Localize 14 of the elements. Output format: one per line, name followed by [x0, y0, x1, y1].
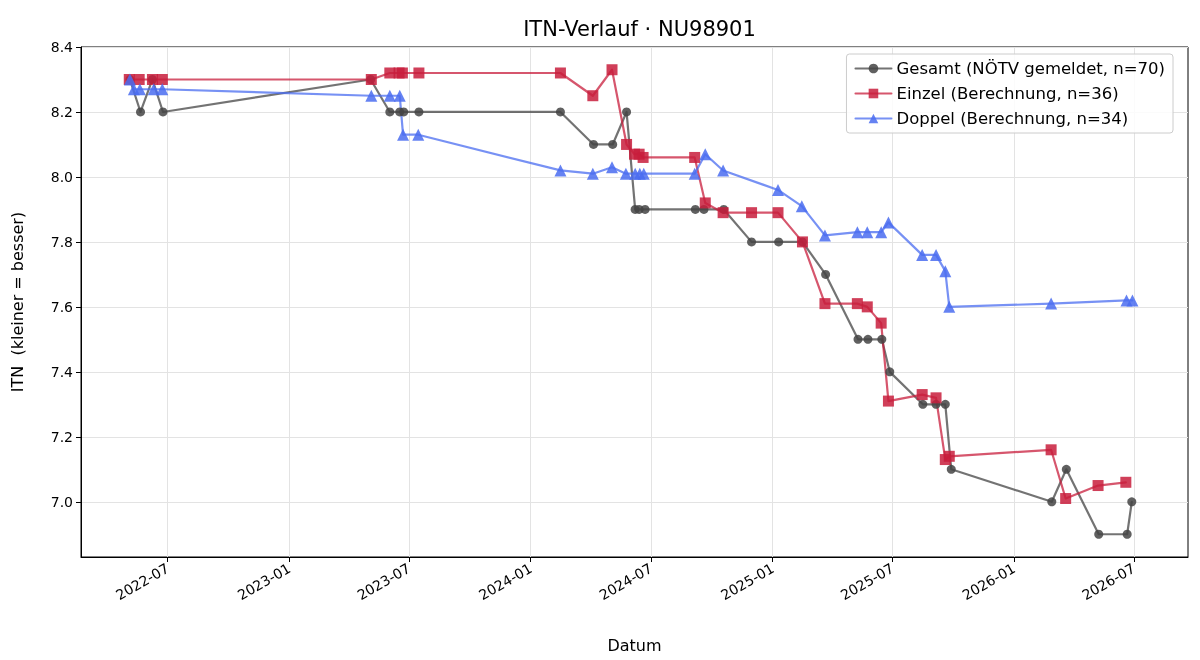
- y-tick-label: 7.6: [50, 298, 74, 315]
- y-axis-title: ITN (kleiner = besser): [7, 211, 27, 393]
- x-axis-title: Datum: [607, 635, 662, 655]
- legend-label: Gesamt (NÖTV gemeldet, n=70): [896, 59, 1165, 78]
- y-tick-label: 7.0: [50, 493, 73, 510]
- y-tick-label: 8.4: [50, 39, 74, 55]
- chart-title: ITN-Verlauf · NU98901: [523, 16, 756, 41]
- legend-label: Doppel (Berechnung, n=34): [896, 109, 1129, 128]
- y-tick-label: 8.0: [50, 168, 73, 185]
- legend-label: Einzel (Berechnung, n=36): [896, 84, 1119, 103]
- y-tick-label: 7.2: [50, 428, 73, 445]
- y-tick-label: 7.4: [50, 363, 74, 380]
- y-tick-label: 8.2: [50, 103, 73, 120]
- y-tick-label: 7.8: [50, 233, 73, 250]
